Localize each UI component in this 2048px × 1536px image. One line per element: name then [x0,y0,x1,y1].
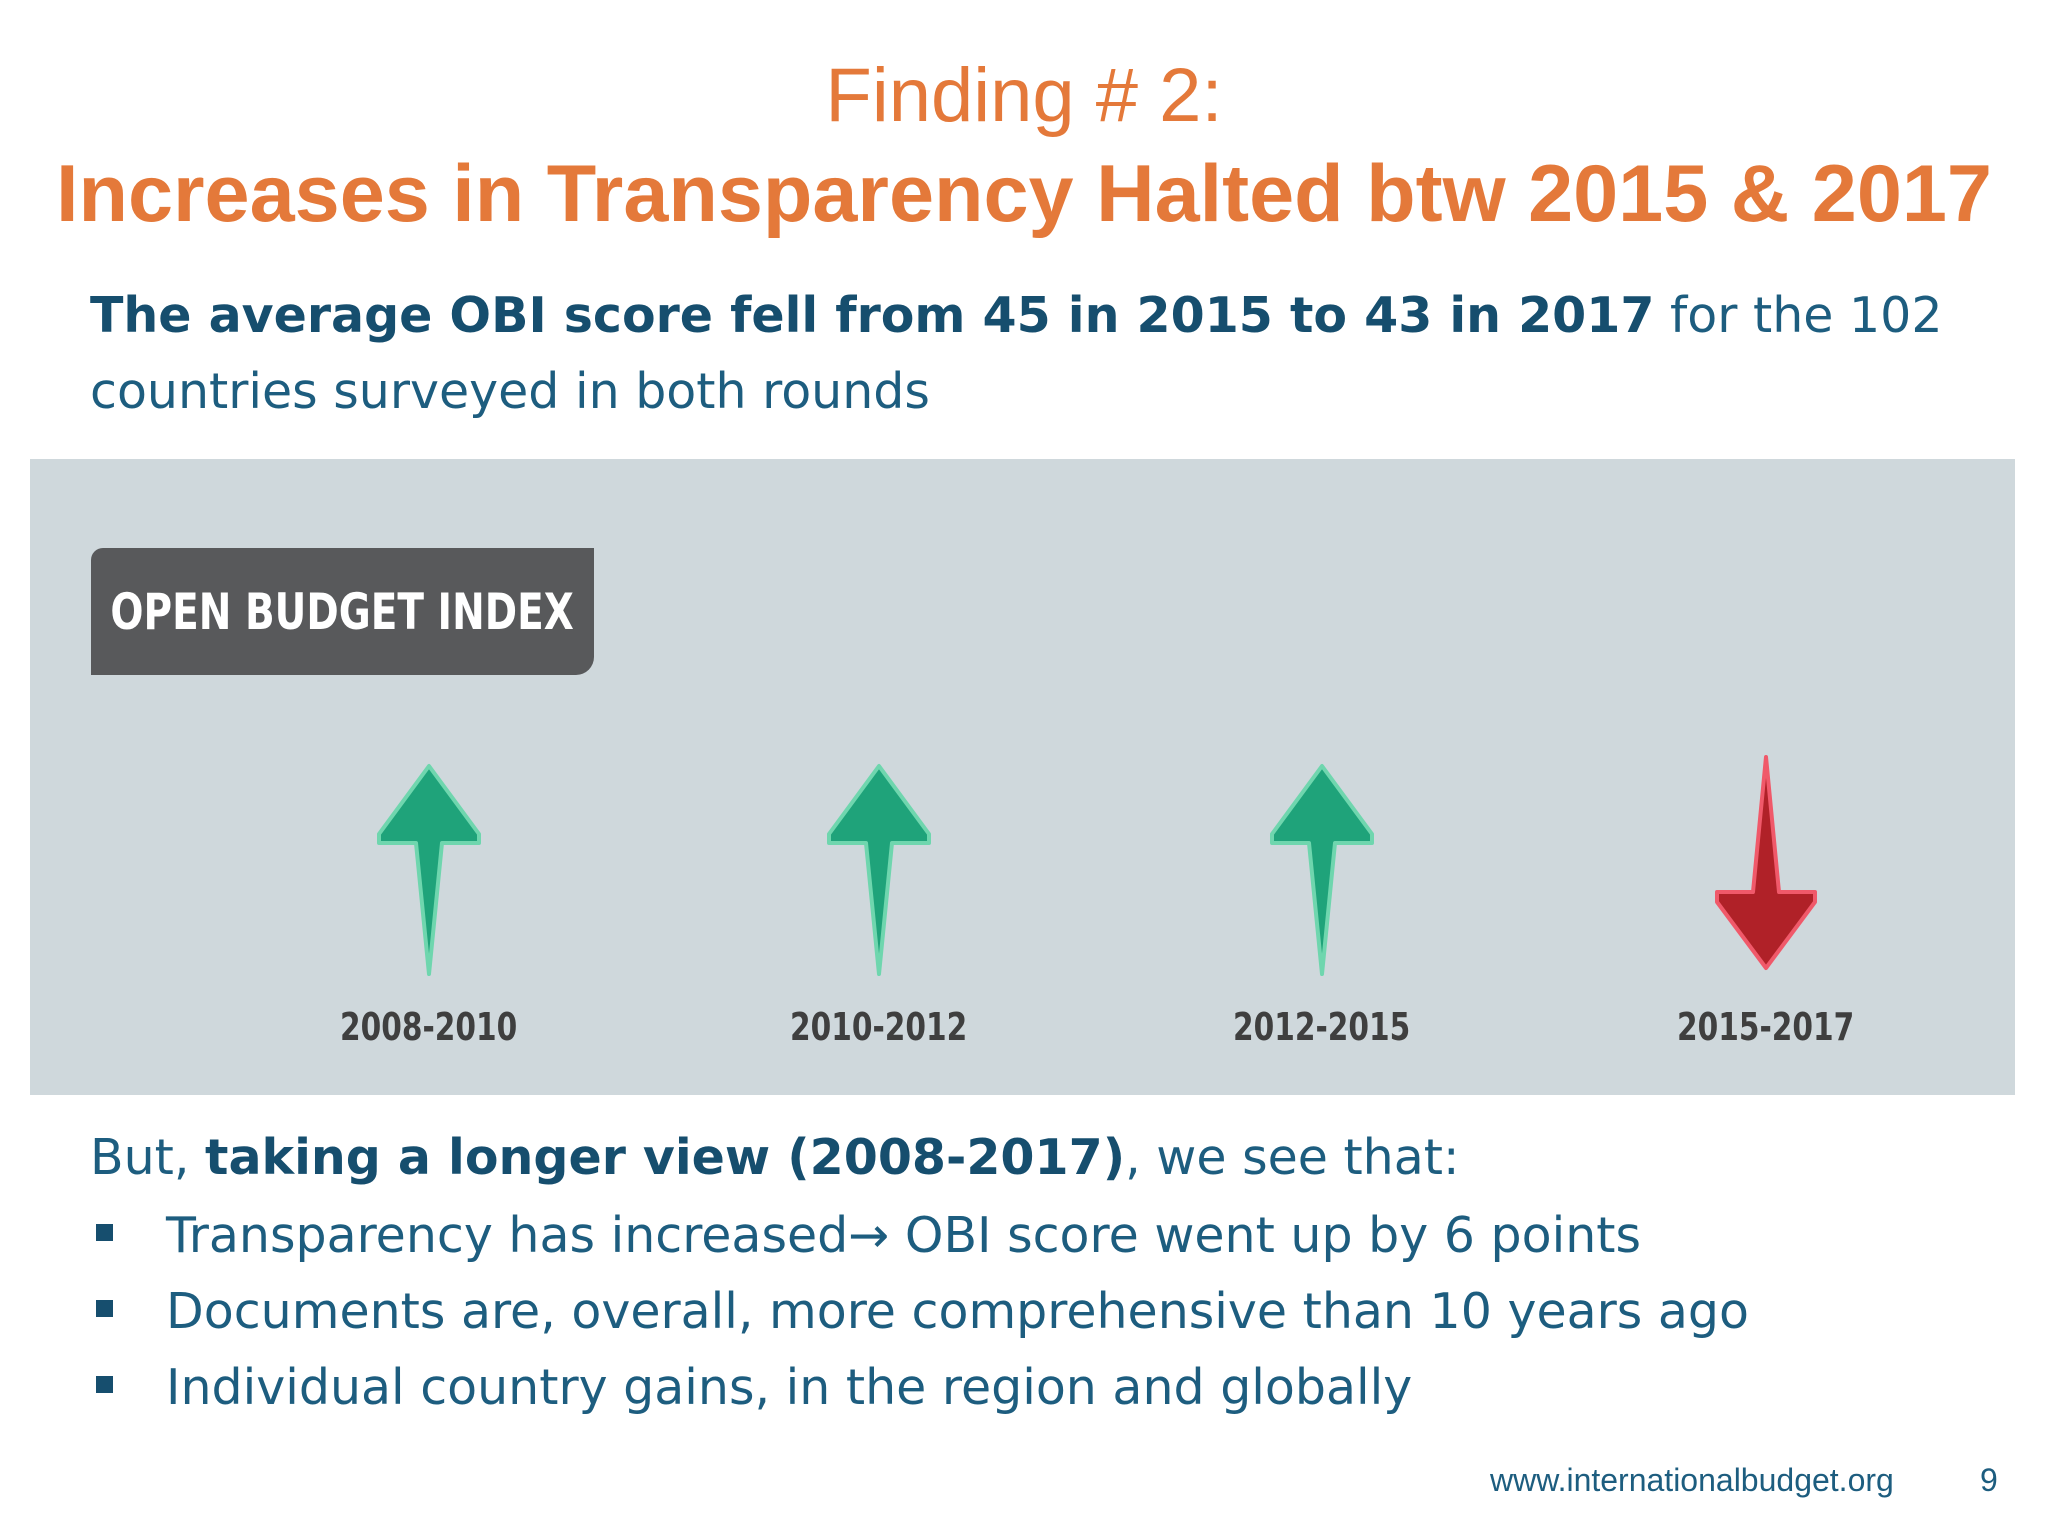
intro-bold-text: The average OBI score fell from 45 in 20… [90,287,1655,344]
list-item: Transparency has increased→ OBI score we… [90,1198,1970,1274]
down-arrow-icon [1715,755,1817,970]
obi-tag: OPEN BUDGET INDEX [91,548,594,675]
obi-tag-label: OPEN BUDGET INDEX [110,582,575,641]
longer-view-suffix: , we see that: [1125,1129,1460,1186]
page-number: 9 [1980,1462,1998,1498]
intro-statement: The average OBI score fell from 45 in 20… [90,278,1970,430]
title-headline: Increases in Transparency Halted btw 201… [56,149,1992,239]
square-bullet-icon [96,1300,113,1317]
up-arrow-icon [827,764,931,976]
period-label: 2015-2017 [1677,1005,1855,1049]
longer-view-prefix: But, [90,1129,206,1186]
list-item: Documents are, overall, more comprehensi… [90,1274,1970,1350]
findings-bullet-list: Transparency has increased→ OBI score we… [90,1198,1970,1426]
footer-url[interactable]: www.internationalbudget.org [1490,1462,1894,1498]
intro-rest-text: for the 102 countries surveyed in both r… [90,287,1943,420]
obi-trend-panel: OPEN BUDGET INDEX 2008-2010 2010-2012 20… [30,459,2015,1095]
period-label: 2010-2012 [790,1005,968,1049]
list-item: Individual country gains, in the region … [90,1350,1970,1426]
period-label: 2008-2010 [340,1005,518,1049]
square-bullet-icon [96,1376,113,1393]
up-arrow-icon [377,764,481,976]
longer-view-intro: But, taking a longer view (2008-2017), w… [90,1124,1970,1192]
square-bullet-icon [96,1224,113,1241]
longer-view-bold: taking a longer view (2008-2017) [205,1129,1126,1186]
period-label: 2012-2015 [1233,1005,1411,1049]
title-finding-number: Finding # 2: [825,53,1223,138]
slide-title: Finding # 2: Increases in Transparency H… [0,48,2048,244]
arrows-graphic [377,755,1817,976]
up-arrow-icon [1270,764,1374,976]
right-arrow-icon: → [848,1207,890,1264]
